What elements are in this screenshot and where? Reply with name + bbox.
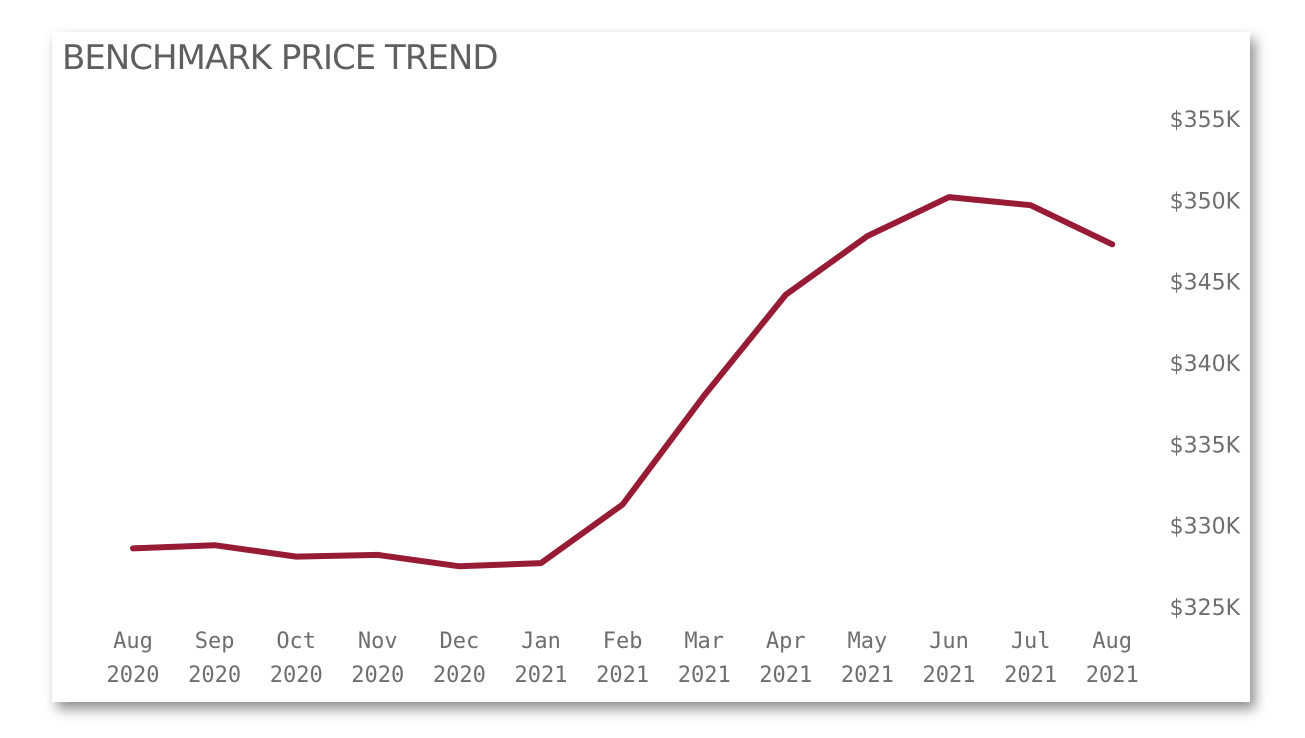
x-tick-year: 2021 bbox=[678, 663, 731, 688]
x-tick-month: Mar bbox=[684, 629, 724, 654]
x-axis: Aug 2020 Sep 2020 Oct 2020 Nov 2020 Dec 2020 Jan 20… bbox=[107, 629, 1139, 688]
x-tick-year: 2020 bbox=[107, 663, 160, 688]
y-tick-label: $330K bbox=[1170, 515, 1241, 540]
x-tick-month: Sep bbox=[195, 629, 235, 654]
x-tick-year: 2020 bbox=[270, 663, 323, 688]
x-tick-label: Jun 2021 bbox=[923, 629, 976, 688]
y-tick-label: $350K bbox=[1170, 189, 1241, 214]
x-tick-year: 2020 bbox=[351, 663, 404, 688]
x-tick-label: Aug 2021 bbox=[1086, 629, 1139, 688]
x-tick-year: 2021 bbox=[841, 663, 894, 688]
x-tick-month: Jun bbox=[929, 629, 969, 654]
x-tick-month: Apr bbox=[766, 629, 806, 654]
x-tick-month: Feb bbox=[603, 629, 643, 654]
x-tick-year: 2021 bbox=[515, 663, 568, 688]
x-tick-year: 2021 bbox=[596, 663, 649, 688]
x-tick-label: Oct 2020 bbox=[270, 629, 323, 688]
x-tick-label: Nov 2020 bbox=[351, 629, 404, 688]
y-axis: $325K $330K $335K $340K $345K $350K $355K bbox=[1170, 108, 1241, 621]
x-tick-label: Dec 2020 bbox=[433, 629, 486, 688]
x-tick-label: May 2021 bbox=[841, 629, 894, 688]
series-line bbox=[130, 194, 1116, 570]
x-tick-year: 2021 bbox=[923, 663, 976, 688]
x-tick-month: Aug bbox=[113, 629, 153, 654]
plot-area bbox=[130, 194, 1116, 570]
x-tick-month: May bbox=[848, 629, 888, 654]
x-tick-year: 2020 bbox=[433, 663, 486, 688]
x-tick-label: Mar 2021 bbox=[678, 629, 731, 688]
x-tick-year: 2020 bbox=[188, 663, 241, 688]
chart-card bbox=[52, 32, 1250, 702]
x-tick-label: Apr 2021 bbox=[759, 629, 812, 688]
y-tick-label: $340K bbox=[1170, 352, 1241, 377]
x-tick-month: Dec bbox=[440, 629, 480, 654]
x-tick-year: 2021 bbox=[1004, 663, 1057, 688]
chart-title: BENCHMARK PRICE TREND bbox=[62, 38, 499, 78]
x-tick-month: Jan bbox=[521, 629, 561, 654]
x-tick-year: 2021 bbox=[1086, 663, 1139, 688]
x-tick-month: Oct bbox=[276, 629, 316, 654]
y-tick-label: $355K bbox=[1170, 108, 1241, 133]
y-tick-label: $325K bbox=[1170, 596, 1241, 621]
x-tick-month: Jul bbox=[1011, 629, 1051, 654]
x-tick-month: Nov bbox=[358, 629, 398, 654]
x-tick-month: Aug bbox=[1092, 629, 1132, 654]
y-tick-label: $345K bbox=[1170, 271, 1241, 296]
x-tick-label: Jan 2021 bbox=[515, 629, 568, 688]
x-tick-year: 2021 bbox=[759, 663, 812, 688]
y-tick-label: $335K bbox=[1170, 433, 1241, 458]
x-tick-label: Aug 2020 bbox=[107, 629, 160, 688]
x-tick-label: Jul 2021 bbox=[1004, 629, 1057, 688]
x-tick-label: Sep 2020 bbox=[188, 629, 241, 688]
x-tick-label: Feb 2021 bbox=[596, 629, 649, 688]
